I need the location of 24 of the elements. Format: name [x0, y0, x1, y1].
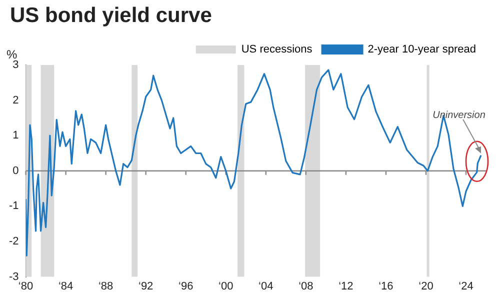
y-tick-label: -2 [9, 236, 19, 248]
y-tick-label: 0 [12, 164, 19, 177]
annotation: Uninversion [432, 110, 486, 122]
y-axis-title: % [6, 47, 18, 62]
x-tick-label: ‘00 [218, 280, 234, 292]
x-tick-label: ‘24 [458, 280, 474, 292]
x-tick-label: ‘12 [338, 280, 354, 292]
y-tick-label: 2 [12, 94, 19, 106]
legend-label: 2-year 10-year spread [368, 44, 476, 56]
y-tick-label: 1 [12, 130, 19, 142]
x-tick-label: ‘80 [18, 280, 34, 292]
y-tick-label: -1 [9, 200, 19, 212]
y-tick-label: 3 [12, 59, 19, 72]
y-tick-label: -3 [9, 270, 19, 283]
x-tick-label: ‘84 [58, 280, 74, 292]
x-tick-label: ‘92 [138, 280, 154, 292]
x-tick-label: ‘88 [98, 280, 114, 292]
x-tick-label: ‘16 [378, 280, 394, 292]
x-tick-label: ‘96 [178, 280, 194, 292]
chart-title: US bond yield curve [10, 4, 212, 28]
x-tick-label: ‘20 [418, 280, 434, 292]
x-tick-label: ‘08 [298, 280, 314, 292]
x-tick-label: ‘04 [258, 280, 274, 292]
legend-label: US recessions [241, 44, 313, 56]
